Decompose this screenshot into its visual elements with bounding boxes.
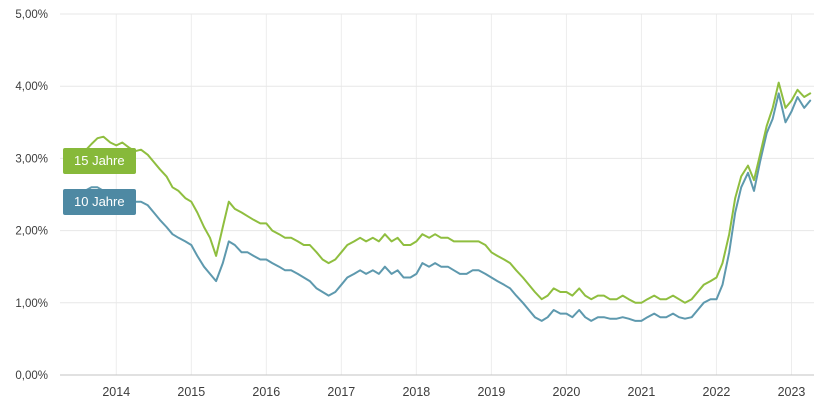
y-tick-label: 0,00% xyxy=(15,370,48,382)
x-tick-label-2015: 2015 xyxy=(177,385,205,399)
x-tick-label-2020: 2020 xyxy=(553,385,581,399)
y-tick-label: 2,00% xyxy=(15,226,48,238)
y-tick-label: 3,00% xyxy=(15,153,48,165)
y-tick-label: 5,00% xyxy=(15,9,48,21)
x-tick-label-2017: 2017 xyxy=(327,385,355,399)
x-tick-label-2014: 2014 xyxy=(102,385,130,399)
x-tick-label-2016: 2016 xyxy=(252,385,280,399)
x-tick-label-2023: 2023 xyxy=(778,385,806,399)
legend-badge-10-jahre: 10 Jahre xyxy=(63,189,136,215)
x-tick-label-2018: 2018 xyxy=(402,385,430,399)
y-tick-label: 4,00% xyxy=(15,81,48,93)
x-tick-label-2021: 2021 xyxy=(628,385,656,399)
x-tick-label-2019: 2019 xyxy=(477,385,505,399)
series-line-15-jahre xyxy=(65,81,812,304)
x-tick-label-2022: 2022 xyxy=(703,385,731,399)
legend-badge-15-jahre: 15 Jahre xyxy=(63,148,136,174)
series-line-10-jahre xyxy=(65,92,812,322)
y-tick-label: 1,00% xyxy=(15,298,48,310)
